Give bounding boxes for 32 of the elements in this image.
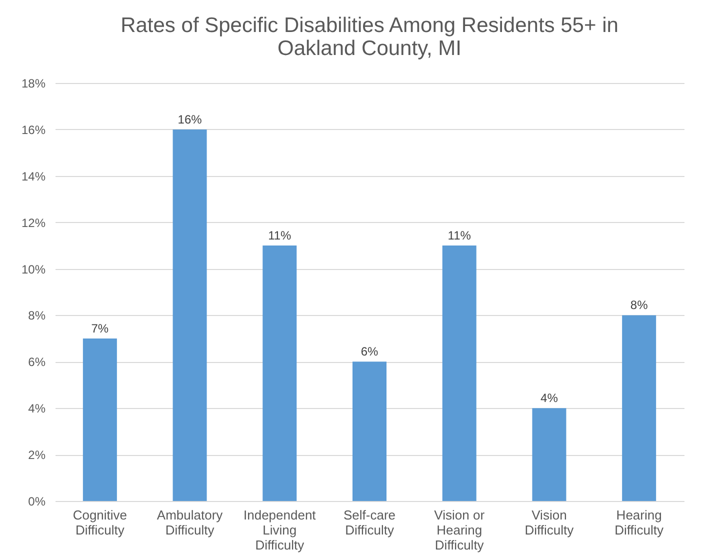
y-tick-label: 18% [21,76,46,90]
bar [622,315,656,501]
y-tick-label: 8% [28,308,46,323]
data-label: 11% [448,228,472,243]
bar [352,362,386,501]
x-tick-label: Hearing Difficulty [614,508,664,538]
data-label: 11% [268,228,292,243]
data-label: 16% [178,112,202,126]
bar [172,129,207,501]
x-tick-label: Ambulatory Difficulty [156,508,224,538]
bar [262,246,297,501]
x-tick-label: Self-care Difficulty [343,508,396,538]
y-tick-label: 2% [28,448,46,462]
bar [442,246,476,501]
data-label: 4% [540,391,558,406]
x-tick-label: Vision or Hearing Difficulty [434,508,486,552]
bar [532,408,566,501]
y-tick-label: 4% [28,402,46,416]
data-label: 6% [360,344,378,359]
x-tick-label: Cognitive Difficulty [72,508,128,538]
x-tick-label: Vision Difficulty [524,508,574,538]
y-tick-label: 10% [21,262,46,276]
x-tick-label: Independent Living Difficulty [243,508,316,552]
data-label: 7% [91,321,109,336]
data-label: 8% [630,298,648,312]
y-tick-label: 12% [21,216,46,230]
y-tick-label: 14% [21,169,46,184]
y-tick-label: 16% [21,122,46,137]
bar [82,338,117,501]
chart-title: Rates of Specific Disabilities Among Residents 55+ in Oakland County, MI [120,14,618,60]
y-tick-label: 6% [28,355,46,370]
y-tick-label: 0% [28,494,46,508]
